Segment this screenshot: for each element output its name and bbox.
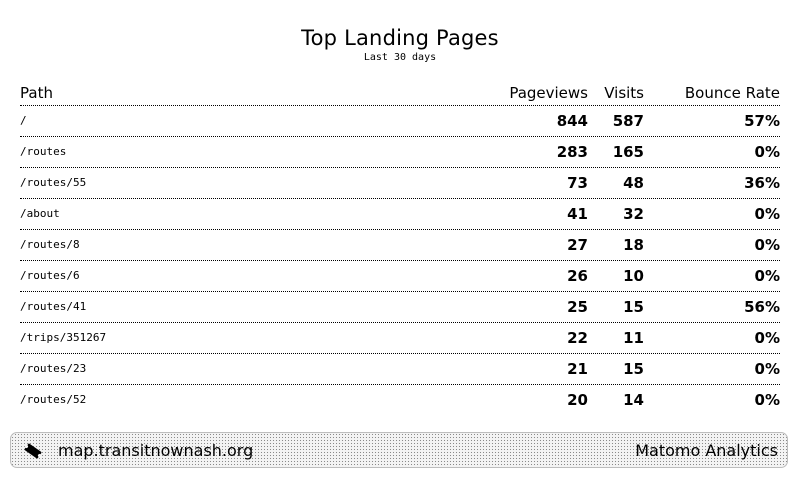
bounce-rate-cell: 36%	[744, 174, 780, 192]
table-row: /routes/6 26 10 0%	[20, 261, 780, 292]
visits-cell: 18	[623, 236, 644, 254]
site-url: map.transitnownash.org	[58, 441, 254, 460]
pageviews-cell: 26	[567, 267, 588, 285]
column-header-path: Path	[20, 84, 53, 102]
pageviews-cell: 27	[567, 236, 588, 254]
page-title: Top Landing Pages	[301, 26, 499, 50]
visits-cell: 48	[623, 174, 644, 192]
pageviews-cell: 41	[567, 205, 588, 223]
ticket-icon	[23, 442, 43, 460]
pageviews-cell: 844	[556, 112, 588, 130]
visits-cell: 15	[623, 298, 644, 316]
bounce-rate-cell: 56%	[744, 298, 780, 316]
column-header-visits: Visits	[604, 84, 644, 102]
bounce-rate-cell: 0%	[754, 391, 780, 409]
table-row: /trips/351267 22 11 0%	[20, 323, 780, 354]
bounce-rate-cell: 0%	[754, 143, 780, 161]
column-header-pageviews: Pageviews	[509, 84, 588, 102]
analytics-brand: Matomo Analytics	[635, 441, 778, 460]
landing-pages-table: Path Pageviews Visits Bounce Rate / 844 …	[20, 81, 780, 415]
path-cell: /routes/52	[20, 393, 87, 406]
bounce-rate-cell: 57%	[744, 112, 780, 130]
report-header: Top Landing Pages Last 30 days	[0, 24, 800, 64]
bounce-rate-cell: 0%	[754, 329, 780, 347]
visits-cell: 32	[623, 205, 644, 223]
bounce-rate-cell: 0%	[754, 360, 780, 378]
path-cell: /routes/23	[20, 362, 87, 375]
path-cell: /routes/8	[20, 238, 80, 251]
table-row: /routes/41 25 15 56%	[20, 292, 780, 323]
visits-cell: 11	[623, 329, 644, 347]
table-row: /routes 283 165 0%	[20, 137, 780, 168]
table-header-row: Path Pageviews Visits Bounce Rate	[20, 81, 780, 106]
visits-cell: 15	[623, 360, 644, 378]
visits-cell: 14	[623, 391, 644, 409]
table-row: /routes/52 20 14 0%	[20, 385, 780, 415]
table-row: /routes/8 27 18 0%	[20, 230, 780, 261]
pageviews-cell: 20	[567, 391, 588, 409]
bounce-rate-cell: 0%	[754, 267, 780, 285]
table-row: /about 41 32 0%	[20, 199, 780, 230]
visits-cell: 587	[612, 112, 644, 130]
visits-cell: 10	[623, 267, 644, 285]
path-cell: /routes	[20, 145, 67, 158]
footer-bar: map.transitnownash.org Matomo Analytics	[10, 432, 788, 468]
path-cell: /routes/55	[20, 176, 87, 189]
visits-cell: 165	[612, 143, 644, 161]
pageviews-cell: 25	[567, 298, 588, 316]
table-row: /routes/23 21 15 0%	[20, 354, 780, 385]
bounce-rate-cell: 0%	[754, 205, 780, 223]
pageviews-cell: 283	[556, 143, 588, 161]
path-cell: /trips/351267	[20, 331, 107, 344]
path-cell: /	[20, 114, 27, 127]
path-cell: /routes/41	[20, 300, 87, 313]
path-cell: /about	[20, 207, 60, 220]
path-cell: /routes/6	[20, 269, 80, 282]
pageviews-cell: 21	[567, 360, 588, 378]
pageviews-cell: 22	[567, 329, 588, 347]
pageviews-cell: 73	[567, 174, 588, 192]
date-range-subtitle: Last 30 days	[363, 52, 437, 63]
bounce-rate-cell: 0%	[754, 236, 780, 254]
column-header-bounce-rate: Bounce Rate	[684, 84, 780, 102]
table-row: / 844 587 57%	[20, 106, 780, 137]
table-row: /routes/55 73 48 36%	[20, 168, 780, 199]
